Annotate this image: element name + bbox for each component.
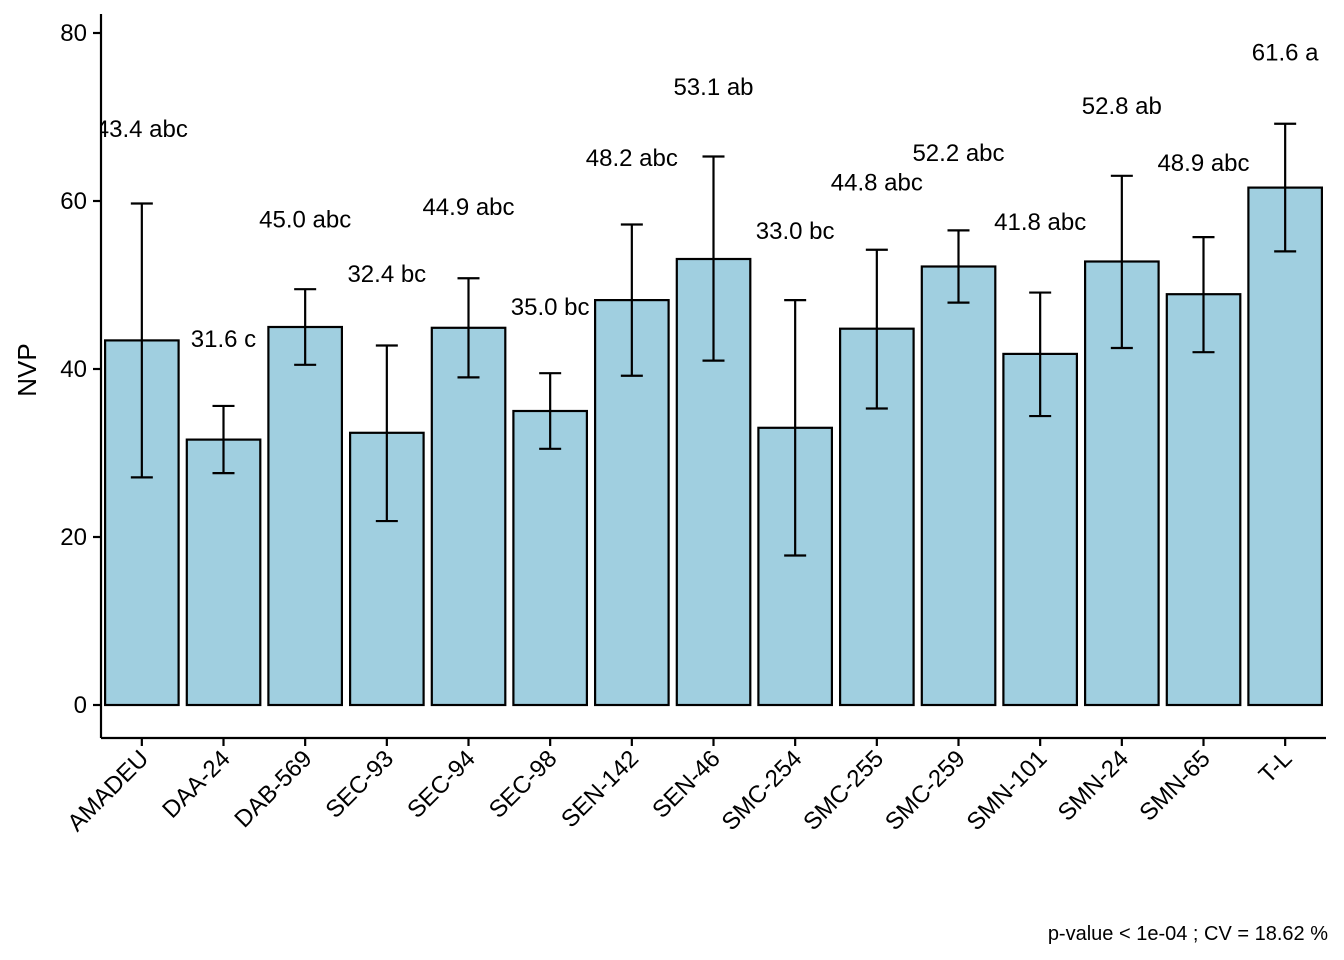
data-label-sec-98: 35.0 bc xyxy=(511,294,590,321)
error-bar-sen-142 xyxy=(620,223,643,377)
y-axis-title: NVP xyxy=(12,343,42,396)
bar-daa-24 xyxy=(185,438,262,707)
error-bar-dab-569 xyxy=(294,288,317,366)
error-bar-smn-65 xyxy=(1192,236,1215,354)
error-bar-amadeu xyxy=(130,202,153,479)
data-label-sec-94: 44.9 abc xyxy=(422,194,514,221)
x-tick-label-sen-46: SEN-46 xyxy=(647,745,726,824)
error-bars-layer xyxy=(130,122,1297,557)
x-tick-label-amadeu: AMADEU xyxy=(62,745,154,837)
x-tick-label-sec-93: SEC-93 xyxy=(321,745,400,824)
error-bar-sec-93 xyxy=(375,344,398,523)
data-label-sen-142: 48.2 abc xyxy=(586,145,678,172)
error-bar-t-l xyxy=(1274,122,1297,253)
bar-smc-259 xyxy=(920,265,997,707)
error-bar-smc-254 xyxy=(784,299,807,557)
x-tick-label-dab-569: DAB-569 xyxy=(229,745,317,833)
bar-smc-254 xyxy=(757,426,834,707)
data-label-smc-255: 44.8 abc xyxy=(831,170,923,197)
error-bar-sec-94 xyxy=(457,277,480,379)
x-tick-label-smn-24: SMN-24 xyxy=(1053,745,1134,826)
y-tick-label-60: 60 xyxy=(60,188,87,215)
data-labels-layer: 43.4 abc 31.6 c 45.0 abc 32.4 bc 44.9 abc 35.… xyxy=(96,39,1319,353)
data-label-sec-93: 32.4 bc xyxy=(347,261,426,288)
footnote: p-value < 1e-04 ; CV = 18.62 % xyxy=(1048,923,1328,945)
bar-smn-24 xyxy=(1083,260,1160,707)
x-tick-label-smc-259: SMC-259 xyxy=(880,745,971,836)
data-label-smc-259: 52.2 abc xyxy=(912,140,1004,167)
y-tick-label-40: 40 xyxy=(60,356,87,383)
error-bar-daa-24 xyxy=(212,404,235,475)
data-label-smn-24: 52.8 ab xyxy=(1082,93,1162,120)
data-label-sen-46: 53.1 ab xyxy=(673,74,753,101)
bar-smn-65 xyxy=(1165,293,1242,707)
y-tick-label-0: 0 xyxy=(74,692,87,719)
x-tick-label-sec-94: SEC-94 xyxy=(402,745,481,824)
error-bar-smn-101 xyxy=(1029,291,1052,418)
x-tick-label-smn-101: SMN-101 xyxy=(962,745,1053,836)
x-tick-label-smc-254: SMC-254 xyxy=(717,745,808,836)
bar-sec-93 xyxy=(349,431,425,707)
bars-layer xyxy=(103,186,1324,707)
x-tick-label-sec-98: SEC-98 xyxy=(484,745,563,824)
error-bar-smn-24 xyxy=(1110,174,1133,350)
error-bar-sec-98 xyxy=(539,372,562,450)
x-tick-label-smn-65: SMN-65 xyxy=(1134,745,1215,826)
data-label-amadeu: 43.4 abc xyxy=(96,116,188,143)
data-label-smn-101: 41.8 abc xyxy=(994,209,1086,236)
y-tick-label-80: 80 xyxy=(60,20,87,47)
bar-sec-98 xyxy=(512,409,589,707)
bar-sec-94 xyxy=(430,326,507,707)
data-label-daa-24: 31.6 c xyxy=(191,326,256,353)
y-tick-label-20: 20 xyxy=(60,524,87,551)
data-label-t-l: 61.6 a xyxy=(1252,39,1319,66)
data-label-smn-65: 48.9 abc xyxy=(1157,150,1249,177)
error-bar-smc-255 xyxy=(865,248,888,410)
error-bar-sen-46 xyxy=(702,155,725,362)
error-bar-smc-259 xyxy=(947,229,970,304)
bar-t-l xyxy=(1247,186,1324,707)
data-label-dab-569: 45.0 abc xyxy=(259,206,351,233)
bar-dab-569 xyxy=(267,325,343,707)
x-tick-label-smc-255: SMC-255 xyxy=(798,745,889,836)
x-tick-label-t-l: T-L xyxy=(1254,745,1298,789)
x-tick-label-sen-142: SEN-142 xyxy=(556,745,644,833)
x-tick-label-daa-24: DAA-24 xyxy=(157,745,236,824)
data-label-smc-254: 33.0 bc xyxy=(756,218,835,245)
